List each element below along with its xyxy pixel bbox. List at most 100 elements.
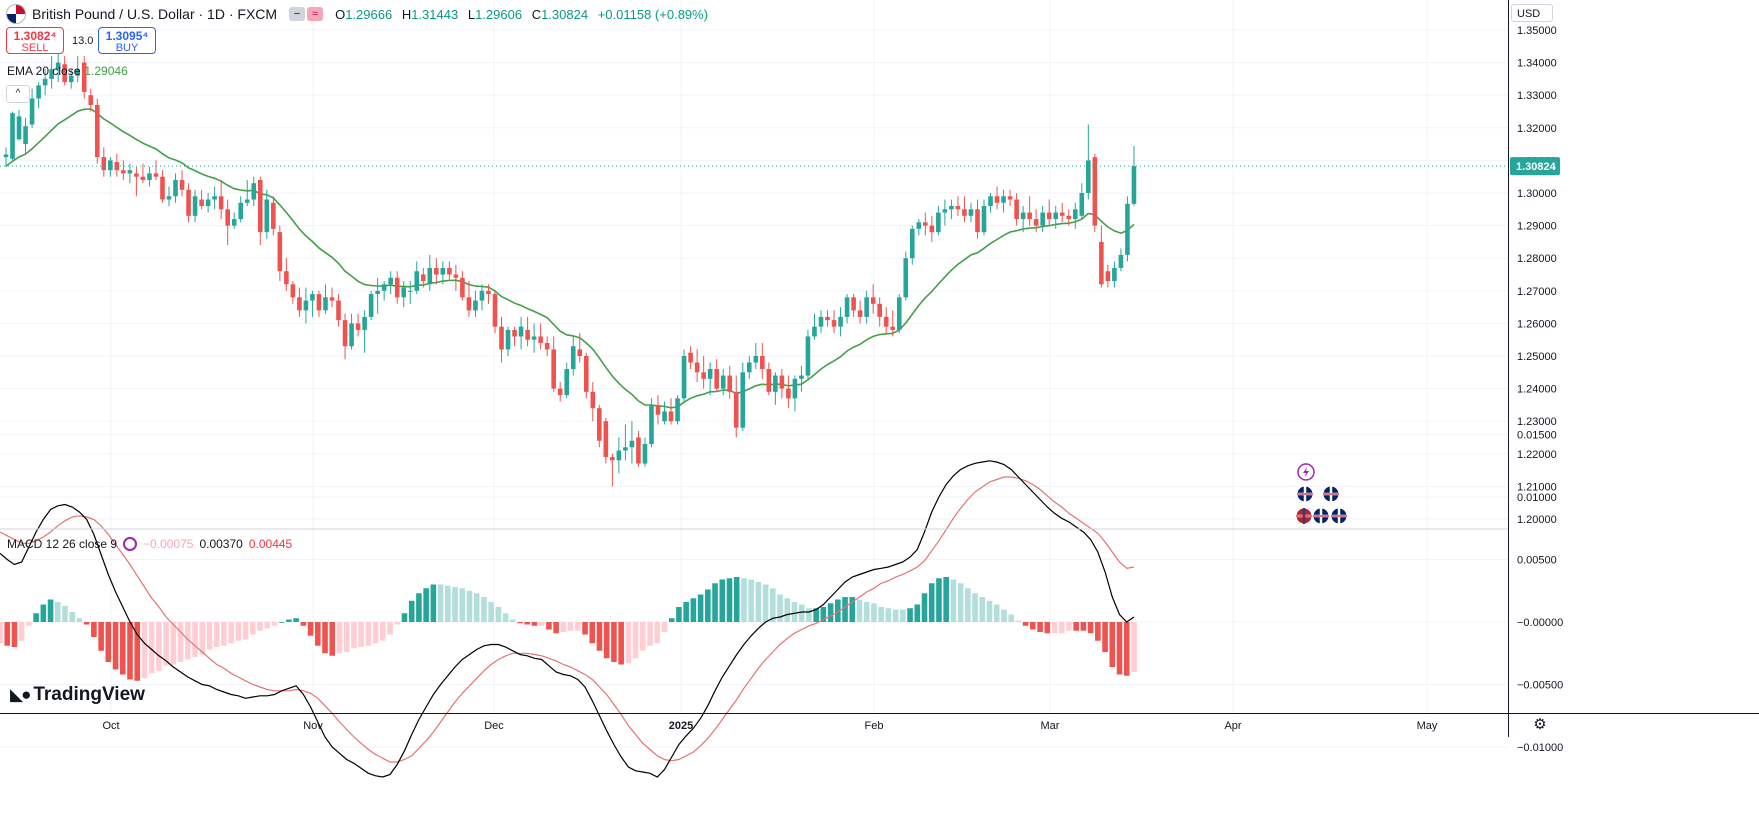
histogram-bar [1051, 622, 1058, 634]
candle-body [818, 316, 824, 327]
histogram-bar [170, 622, 177, 665]
candle-body [675, 398, 680, 422]
buy-label: BUY [115, 42, 139, 54]
candle-body [792, 378, 798, 399]
histogram-bar [979, 597, 986, 622]
candle-body [1079, 193, 1085, 216]
histogram-bar [127, 622, 133, 680]
histogram-bar [249, 622, 256, 635]
candle-body [707, 369, 713, 379]
histogram-bar [640, 622, 646, 651]
currency-selector[interactable]: USD [1511, 4, 1553, 22]
time-tick-label: Nov [303, 720, 323, 732]
candle-body [1014, 199, 1019, 220]
candle-body [23, 126, 28, 145]
histogram-bar [1116, 622, 1123, 675]
symbol-title[interactable]: British Pound / U.S. Dollar · 1D · FXCM [32, 6, 278, 22]
candle-body [773, 375, 778, 392]
candle-body [499, 326, 504, 350]
histogram-bar [856, 599, 863, 622]
candle-body [349, 323, 354, 347]
candle-body [323, 297, 328, 311]
candle-body [257, 179, 263, 233]
candle-body [1059, 212, 1065, 216]
currency-label: USD [1517, 8, 1541, 20]
gear-icon[interactable]: ⚙ [1533, 716, 1547, 733]
price-tick-label: 1.30000 [1517, 188, 1557, 200]
candle-body [297, 297, 302, 311]
candle-body [805, 336, 811, 376]
histogram-bar [408, 600, 415, 622]
histogram-bar [329, 622, 336, 656]
macd-histogram [0, 577, 1137, 681]
candle-body [1112, 267, 1117, 282]
sell-button[interactable]: 1.3082⁴ SELL [6, 27, 64, 54]
candle-body [994, 196, 1000, 203]
candle-body [642, 444, 648, 464]
candle-body [447, 267, 452, 275]
histogram-bar [871, 603, 877, 622]
macd-legend[interactable]: MACD 12 26 close 9 −0.00075 0.00370 0.00… [7, 537, 292, 551]
histogram-bar [1015, 620, 1022, 622]
candle-body [244, 199, 250, 203]
histogram-bar [531, 622, 538, 626]
buy-button[interactable]: 1.3095⁴ BUY [98, 27, 156, 54]
candle-body [231, 219, 237, 226]
histogram-bar [0, 622, 3, 644]
histogram-bar [163, 622, 169, 666]
candle-body [3, 154, 9, 158]
macd-tick-label: −0.00000 [1517, 617, 1563, 629]
candle-body [760, 356, 765, 370]
candle-body [779, 375, 785, 389]
histogram-bar [827, 603, 834, 622]
candle-body [1046, 212, 1052, 220]
histogram-bar [777, 594, 783, 622]
histogram-bar [965, 588, 971, 622]
histogram-bar [517, 622, 523, 624]
histogram-bar [257, 622, 263, 631]
candle-body [525, 329, 530, 340]
candlestick-series [3, 52, 1137, 487]
candle-body [636, 437, 641, 464]
candle-body [851, 297, 856, 311]
candle-body [1072, 209, 1078, 220]
ema-20-line [5, 108, 1135, 409]
histogram-bar [1030, 622, 1036, 630]
histogram-bar [647, 622, 653, 646]
ema-label-text: EMA 20 close [7, 64, 81, 78]
candle-body [838, 316, 843, 327]
histogram-bar [134, 622, 141, 681]
candle-body [955, 206, 961, 210]
histogram-bar [1044, 622, 1051, 634]
cycle-icon[interactable] [123, 537, 138, 551]
ema-legend[interactable]: EMA 20 close 1.29046 [7, 64, 128, 78]
candle-body [407, 290, 413, 292]
candle-body [55, 62, 61, 70]
price-tick-label: 1.24000 [1517, 384, 1557, 396]
candle-body [1040, 212, 1045, 226]
histogram-bar [293, 618, 299, 622]
candle-body [10, 113, 15, 159]
histogram-bar [661, 622, 668, 632]
price-tick-label: 1.29000 [1517, 221, 1557, 233]
histogram-bar [1087, 622, 1094, 634]
histogram-bar [1037, 622, 1043, 632]
candle-body [375, 290, 380, 295]
histogram-bar [343, 622, 350, 652]
candle-body [284, 271, 289, 285]
histogram-bar [1058, 622, 1065, 634]
event-markers[interactable] [1295, 463, 1348, 525]
tradingview-logo[interactable]: ◣● TradingView [10, 684, 145, 706]
histogram-bar [748, 579, 754, 622]
market-status-pill[interactable]: − ≈ [289, 7, 324, 21]
collapse-legend-button[interactable]: ^ [6, 85, 30, 103]
candle-body [479, 290, 485, 301]
candle-body [460, 277, 465, 298]
histogram-bar [705, 589, 711, 622]
histogram-bar [502, 613, 509, 622]
price-tick-label: 1.32000 [1517, 123, 1557, 135]
candle-body [883, 316, 889, 327]
candle-body [225, 209, 230, 226]
candle-body [173, 179, 178, 197]
